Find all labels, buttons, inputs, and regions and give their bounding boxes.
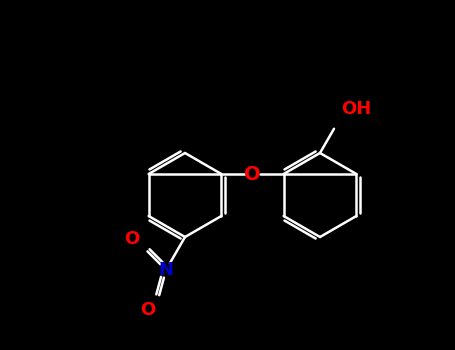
Text: OH: OH bbox=[341, 100, 371, 118]
Text: O: O bbox=[125, 230, 140, 248]
Text: O: O bbox=[244, 164, 261, 183]
Text: O: O bbox=[140, 301, 155, 319]
Text: N: N bbox=[158, 261, 173, 279]
